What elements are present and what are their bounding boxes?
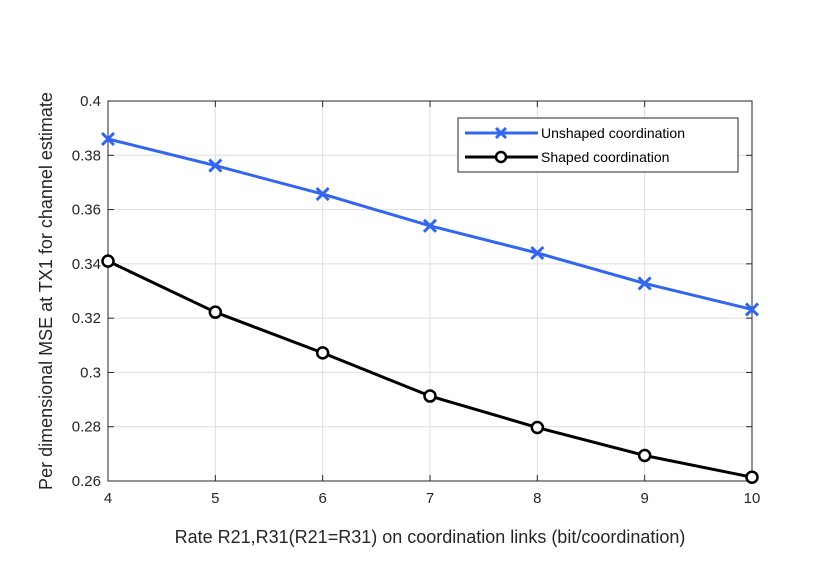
data-point-unshaped-coordination — [208, 158, 223, 173]
y-tick-label: 0.4 — [80, 93, 101, 110]
y-tick-label: 0.3 — [80, 364, 101, 381]
data-point-unshaped-coordination — [744, 302, 760, 317]
data-point-unshaped-coordination — [315, 187, 330, 202]
data-point-shaped-coordination — [101, 254, 115, 268]
data-point-shaped-coordination — [208, 305, 223, 319]
data-point-shaped-coordination — [530, 420, 545, 435]
y-tick-label: 0.36 — [72, 202, 101, 219]
data-point-unshaped-coordination — [637, 276, 652, 291]
y-tick-label: 0.32 — [72, 310, 101, 327]
data-point-unshaped-coordination — [422, 218, 438, 233]
data-point-shaped-coordination — [745, 470, 759, 484]
data-point-shaped-coordination — [637, 448, 652, 463]
data-point-unshaped-coordination — [100, 131, 116, 147]
x-axis-label: Rate R21,R31(R21=R31) on coordination li… — [175, 527, 686, 547]
legend-label-unshaped: Unshaped coordination — [541, 125, 685, 141]
x-tick-label: 7 — [426, 490, 434, 507]
data-point-unshaped-coordination — [530, 245, 545, 261]
x-tick-label: 10 — [744, 490, 761, 507]
y-axis-label: Per dimensional MSE at TX1 for channel e… — [36, 92, 56, 490]
data-point-shaped-coordination — [315, 346, 330, 360]
legend-marker-shaped-icon — [494, 150, 508, 164]
y-tick-label: 0.38 — [72, 147, 101, 164]
y-tick-label: 0.28 — [72, 419, 101, 436]
legend-label-shaped: Shaped coordination — [541, 149, 669, 165]
x-tick-label: 4 — [104, 490, 112, 507]
y-tick-label: 0.26 — [72, 473, 101, 490]
series — [100, 131, 760, 484]
ticks: 4 5 6 7 8 9 10 0.26 0.28 0.3 0.32 0.34 0.36 0.38 0.4 — [72, 93, 761, 507]
x-tick-label: 9 — [640, 490, 648, 507]
legend-marker-unshaped-icon — [494, 126, 508, 140]
y-tick-label: 0.34 — [72, 256, 101, 273]
x-tick-label: 8 — [533, 490, 541, 507]
legend: Unshaped coordination Shaped coordinatio… — [457, 117, 739, 173]
legend-box — [457, 117, 739, 173]
x-tick-label: 6 — [318, 490, 326, 507]
x-tick-label: 5 — [211, 490, 219, 507]
data-point-shaped-coordination — [423, 389, 437, 403]
